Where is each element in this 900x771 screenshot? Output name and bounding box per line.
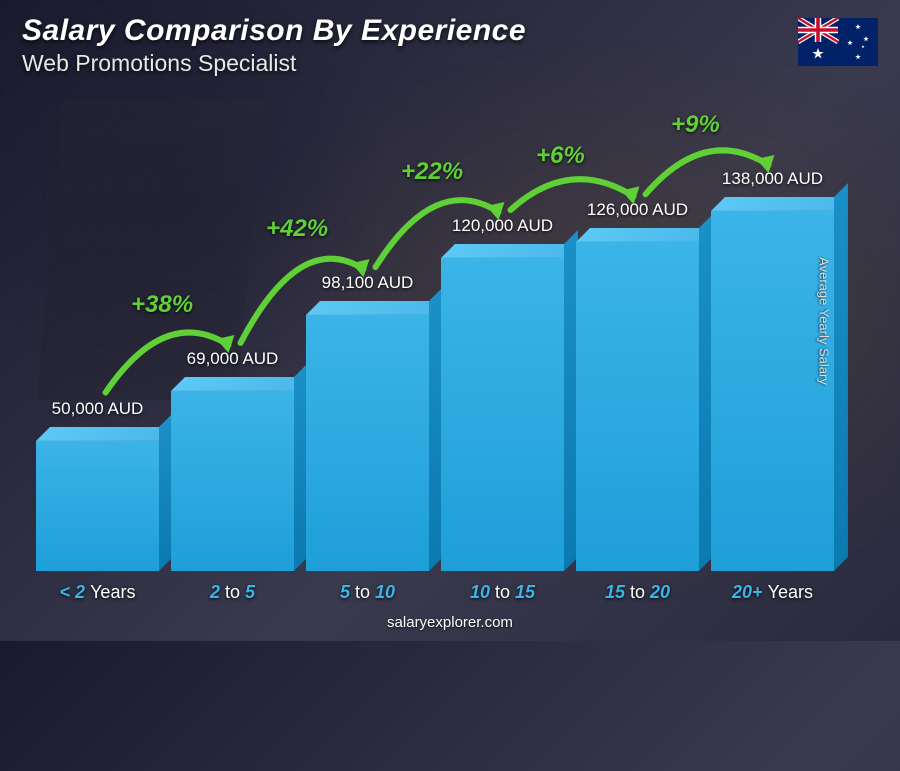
pct-label-0: +38% — [131, 291, 193, 319]
bar-top-face — [306, 301, 443, 315]
pct-label-4: +9% — [671, 111, 720, 139]
page-subtitle: Web Promotions Specialist — [22, 50, 878, 77]
bar-group-4: 126,000 AUD15 to 20 — [576, 242, 699, 571]
bar-4: 126,000 AUD — [576, 242, 699, 571]
bar-group-3: 120,000 AUD10 to 15 — [441, 258, 564, 571]
value-label-2: 98,100 AUD — [322, 273, 414, 293]
bar-top-face — [441, 244, 578, 258]
bar-side-face — [834, 183, 848, 571]
y-axis-label: Average Yearly Salary — [817, 257, 832, 385]
bar-front-face — [576, 242, 699, 571]
bars-container: 50,000 AUD< 2 Years69,000 AUD2 to 598,10… — [30, 130, 840, 571]
value-label-3: 120,000 AUD — [452, 216, 553, 236]
value-label-4: 126,000 AUD — [587, 200, 688, 220]
pct-label-2: +22% — [401, 158, 463, 186]
bar-front-face — [171, 391, 294, 571]
bar-group-2: 98,100 AUD5 to 10 — [306, 315, 429, 571]
bar-1: 69,000 AUD — [171, 391, 294, 571]
x-label-5: 20+ Years — [732, 582, 813, 603]
bar-front-face — [441, 258, 564, 571]
bar-top-face — [171, 377, 308, 391]
x-label-4: 15 to 20 — [605, 582, 670, 603]
bar-front-face — [306, 315, 429, 571]
x-label-3: 10 to 15 — [470, 582, 535, 603]
x-label-1: 2 to 5 — [210, 582, 255, 603]
bar-top-face — [711, 197, 848, 211]
bar-top-face — [576, 228, 713, 242]
x-label-2: 5 to 10 — [340, 582, 395, 603]
bar-front-face — [36, 441, 159, 571]
bar-0: 50,000 AUD — [36, 441, 159, 571]
bar-2: 98,100 AUD — [306, 315, 429, 571]
australia-flag-icon — [798, 18, 878, 66]
value-label-0: 50,000 AUD — [52, 399, 144, 419]
value-label-5: 138,000 AUD — [722, 169, 823, 189]
chart-area: 50,000 AUD< 2 Years69,000 AUD2 to 598,10… — [30, 130, 840, 571]
bar-group-0: 50,000 AUD< 2 Years — [36, 441, 159, 571]
footer-text: salaryexplorer.com — [0, 614, 900, 631]
bar-3: 120,000 AUD — [441, 258, 564, 571]
pct-label-3: +6% — [536, 142, 585, 170]
bar-group-1: 69,000 AUD2 to 5 — [171, 391, 294, 571]
bar-top-face — [36, 427, 173, 441]
header: Salary Comparison By Experience Web Prom… — [22, 14, 878, 77]
pct-label-1: +42% — [266, 215, 328, 243]
page-title: Salary Comparison By Experience — [22, 14, 878, 48]
x-label-0: < 2 Years — [60, 582, 136, 603]
value-label-1: 69,000 AUD — [187, 349, 279, 369]
